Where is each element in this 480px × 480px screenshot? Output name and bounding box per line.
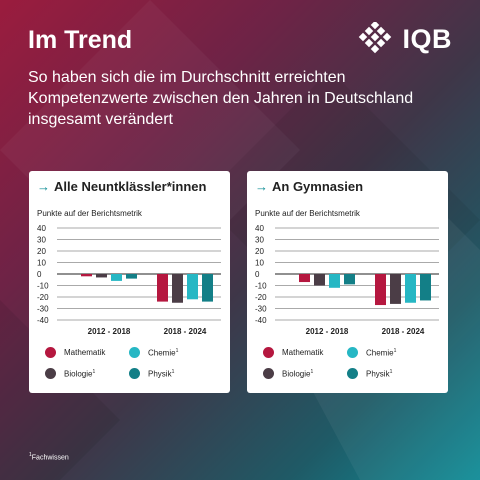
page-title: Im Trend [28,26,133,54]
bar-physik [202,274,213,302]
legend-item-mathematik: Mathematik [263,347,323,358]
bar-biologie [96,274,107,278]
bar-mathematik [157,274,168,302]
chart-card-gymnasium: → An Gymnasien Punkte auf der Berichtsmet… [247,171,448,393]
y-tick-label: -40 [255,316,267,325]
legend-swatch [129,368,140,379]
legend-item-chemie: Chemie1 [129,347,178,358]
y-tick-label: -30 [37,305,49,314]
legend-swatch [129,347,140,358]
legend-label: Physik1 [366,368,393,379]
chart-title-text: Alle Neuntklässler*innen [54,179,207,194]
logo-text: IQB [402,23,452,54]
legend-swatch [263,368,274,379]
legend-swatch [347,347,358,358]
category-label: 2012 - 2018 [88,327,131,336]
chart-ylabel: Punkte auf der Berichtsmetrik [37,209,142,218]
bar-physik [344,274,355,285]
bar-chemie [111,274,122,281]
y-tick-label: -10 [37,282,49,291]
legend-swatch [263,347,274,358]
legend-label: Biologie1 [64,368,96,379]
chart-ylabel: Punkte auf der Berichtsmetrik [255,209,360,218]
legend-label: Biologie1 [282,368,314,379]
legend-item-biologie: Biologie1 [263,368,313,379]
bar-physik [420,274,431,301]
legend-item-mathematik: Mathematik [45,347,105,358]
category-label: 2018 - 2024 [164,327,207,336]
bar-chemie [329,274,340,288]
chart-title: → An Gymnasien [255,179,363,194]
legend-swatch [45,347,56,358]
chart-title: → Alle Neuntklässler*innen [37,179,206,194]
y-tick-label: -40 [37,316,49,325]
logo-diamond-icon [359,22,392,54]
y-tick-label: 30 [37,236,46,245]
bar-physik [126,274,137,279]
category-label: 2012 - 2018 [306,327,349,336]
y-tick-label: -20 [255,293,267,302]
bar-biologie [314,274,325,286]
bar-biologie [172,274,183,303]
legend-item-biologie: Biologie1 [45,368,95,379]
legend-label: Chemie1 [366,347,397,358]
y-tick-label: 40 [37,224,46,233]
legend-label: Chemie1 [148,347,179,358]
footnote-text: Fachwissen [31,454,69,462]
y-tick-label: -30 [255,305,267,314]
iqb-logo: IQB [356,22,452,56]
bar-biologie [390,274,401,304]
footnote: 1Fachwissen [29,452,69,461]
y-tick-label: 20 [255,247,264,256]
bar-mathematik [375,274,386,306]
y-tick-label: 0 [37,270,42,279]
bar-chart: 40 30 20 10 0 -10 -20 -30 -40 2012 - 2018 2018 - 2… [255,224,439,336]
y-tick-label: 0 [255,270,260,279]
page-subtitle: So haben sich die im Durchschnitt erreic… [28,69,414,128]
arrow-right-icon: → [37,179,50,194]
legend-label: Physik1 [148,368,175,379]
category-label: 2018 - 2024 [382,327,425,336]
chart-card-all-students: → Alle Neuntklässler*innen Punkte auf der… [29,171,230,393]
y-tick-label: -10 [255,282,267,291]
bar-chart: 40 30 20 10 0 -10 -20 -30 -40 2012 - 2018 2018 - 2… [37,224,221,336]
footnote-marker: 1 [29,452,32,458]
chart-title-text: An Gymnasien [272,179,364,194]
legend-swatch [347,368,358,379]
y-tick-label: 40 [255,224,264,233]
legend-item-physik: Physik1 [347,368,392,379]
y-tick-label: -20 [37,293,49,302]
bar-mathematik [81,274,92,277]
y-tick-label: 10 [37,259,46,268]
y-tick-label: 30 [255,236,264,245]
legend-item-chemie: Chemie1 [347,347,396,358]
legend-label: Mathematik [64,348,106,357]
bar-mathematik [299,274,310,283]
legend-item-physik: Physik1 [129,368,174,379]
y-tick-label: 20 [37,247,46,256]
bar-chemie [405,274,416,303]
legend-label: Mathematik [282,348,324,357]
y-tick-label: 10 [255,259,264,268]
bar-chemie [187,274,198,300]
arrow-right-icon: → [255,179,268,194]
legend-swatch [45,368,56,379]
